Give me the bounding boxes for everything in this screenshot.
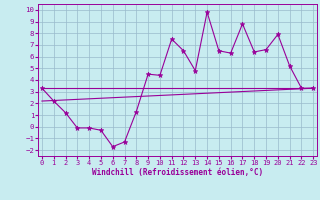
X-axis label: Windchill (Refroidissement éolien,°C): Windchill (Refroidissement éolien,°C) bbox=[92, 168, 263, 177]
